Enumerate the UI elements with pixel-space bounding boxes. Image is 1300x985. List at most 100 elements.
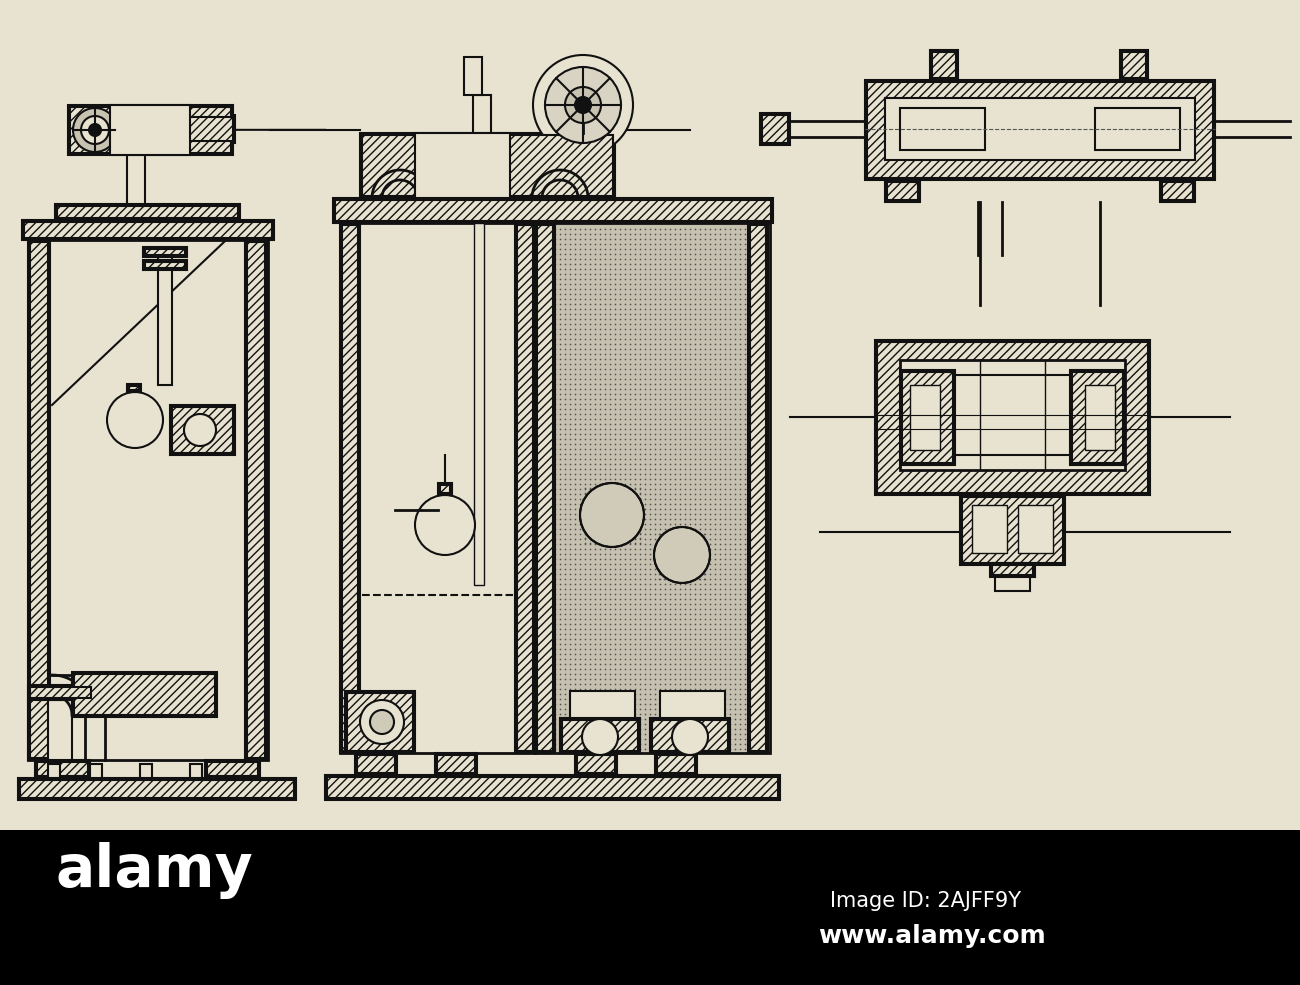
Bar: [170, 405, 235, 455]
Bar: [22, 220, 274, 240]
Bar: [660, 691, 725, 753]
Circle shape: [580, 483, 643, 547]
Circle shape: [672, 719, 708, 755]
Bar: [439, 485, 450, 493]
Bar: [325, 775, 780, 800]
Bar: [18, 778, 296, 800]
Bar: [1070, 370, 1124, 465]
Bar: [1162, 182, 1193, 200]
Text: www.alamy.com: www.alamy.com: [818, 924, 1045, 948]
Circle shape: [370, 710, 394, 734]
Bar: [23, 222, 272, 238]
Bar: [760, 113, 790, 145]
Circle shape: [88, 124, 101, 136]
Bar: [1072, 372, 1123, 463]
Bar: [355, 753, 396, 775]
Bar: [900, 360, 1124, 470]
Bar: [328, 777, 777, 798]
Bar: [207, 762, 257, 776]
Bar: [537, 225, 552, 751]
Circle shape: [107, 392, 162, 448]
Text: alamy: alamy: [55, 842, 252, 899]
Circle shape: [73, 108, 117, 152]
Bar: [517, 225, 533, 751]
Bar: [29, 685, 94, 700]
Bar: [20, 780, 294, 798]
Bar: [347, 693, 413, 751]
Bar: [140, 764, 152, 778]
Bar: [74, 674, 214, 715]
Bar: [750, 225, 766, 751]
Bar: [146, 262, 185, 268]
Bar: [656, 755, 696, 773]
Bar: [247, 242, 265, 758]
Bar: [35, 760, 90, 778]
Bar: [70, 107, 231, 153]
Bar: [1122, 52, 1147, 78]
Bar: [159, 255, 172, 385]
Bar: [932, 52, 955, 78]
Circle shape: [566, 87, 601, 123]
Bar: [143, 260, 187, 270]
Bar: [1018, 505, 1053, 553]
Bar: [36, 762, 88, 776]
Bar: [885, 98, 1195, 160]
Bar: [562, 720, 638, 751]
Bar: [172, 407, 233, 453]
Bar: [878, 342, 1148, 493]
Bar: [29, 240, 268, 760]
Bar: [577, 755, 615, 773]
Bar: [930, 50, 958, 80]
Bar: [992, 565, 1034, 575]
Bar: [885, 180, 920, 202]
Bar: [72, 672, 217, 717]
Bar: [30, 687, 91, 698]
Bar: [473, 95, 491, 133]
Bar: [991, 563, 1035, 577]
Bar: [464, 57, 482, 95]
Bar: [111, 105, 190, 155]
Bar: [972, 505, 1008, 553]
Circle shape: [81, 116, 109, 144]
Bar: [176, 115, 235, 143]
Bar: [653, 720, 728, 751]
Bar: [515, 223, 536, 753]
Bar: [335, 200, 771, 221]
Bar: [68, 105, 233, 155]
Bar: [655, 753, 697, 775]
Bar: [146, 249, 185, 255]
Bar: [560, 718, 640, 753]
Bar: [994, 577, 1030, 591]
Bar: [650, 718, 731, 753]
Bar: [900, 108, 985, 150]
Bar: [437, 755, 474, 773]
Bar: [747, 223, 768, 753]
Bar: [190, 764, 202, 778]
Bar: [55, 204, 240, 220]
Bar: [762, 115, 788, 143]
Bar: [536, 223, 770, 753]
Bar: [959, 495, 1065, 565]
Bar: [244, 240, 266, 760]
Bar: [867, 82, 1213, 178]
Bar: [143, 247, 187, 257]
Circle shape: [545, 67, 621, 143]
Bar: [127, 129, 146, 204]
Bar: [875, 340, 1150, 495]
Bar: [436, 753, 477, 775]
Bar: [57, 206, 238, 218]
Bar: [1095, 108, 1180, 150]
Bar: [127, 384, 140, 392]
Bar: [887, 182, 918, 200]
Bar: [536, 223, 555, 753]
Bar: [29, 700, 72, 760]
Bar: [177, 117, 233, 141]
Text: Image ID: 2AJFF9Y: Image ID: 2AJFF9Y: [829, 891, 1020, 911]
Circle shape: [575, 97, 592, 113]
Bar: [474, 223, 484, 585]
Bar: [360, 133, 615, 198]
Circle shape: [360, 700, 404, 744]
Circle shape: [582, 719, 617, 755]
Bar: [569, 691, 634, 753]
Bar: [344, 691, 415, 753]
